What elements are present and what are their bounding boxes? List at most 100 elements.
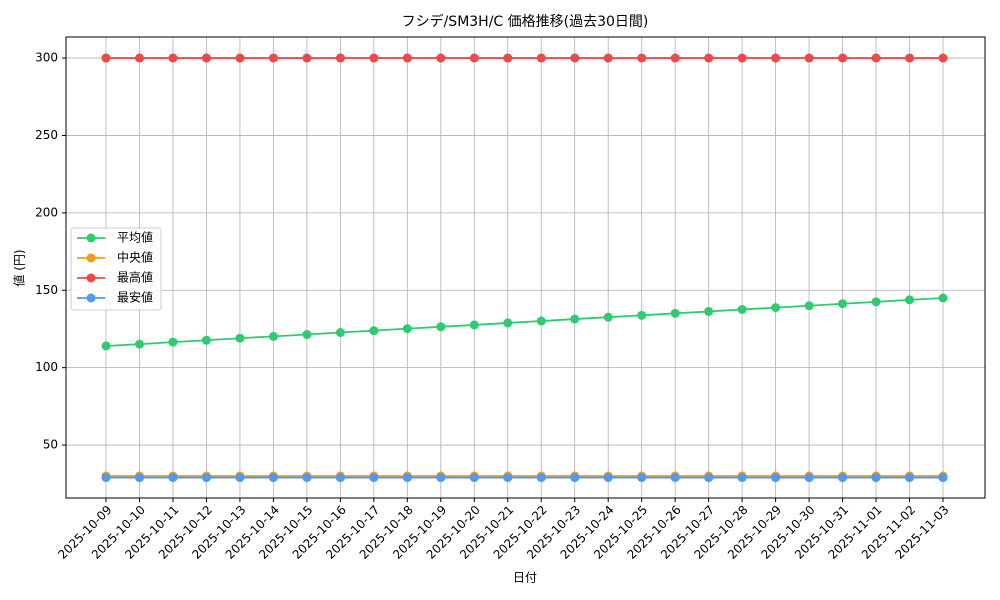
point xyxy=(804,473,814,483)
point xyxy=(168,473,178,483)
point xyxy=(436,322,446,332)
point xyxy=(838,299,848,309)
y-tick-label: 100 xyxy=(35,360,58,374)
point xyxy=(168,337,178,347)
point xyxy=(436,473,446,483)
point xyxy=(771,53,781,63)
point xyxy=(235,473,245,483)
point xyxy=(469,320,479,330)
point xyxy=(804,301,814,311)
y-tick-label: 300 xyxy=(35,51,58,65)
point xyxy=(268,473,278,483)
point xyxy=(302,473,312,483)
point xyxy=(168,53,178,63)
point xyxy=(838,53,848,63)
y-tick-label: 50 xyxy=(43,438,58,452)
point xyxy=(670,308,680,318)
legend-label: 中央値 xyxy=(117,250,153,265)
point xyxy=(268,331,278,341)
point xyxy=(737,473,747,483)
point xyxy=(570,314,580,324)
point xyxy=(134,473,144,483)
y-tick-label: 150 xyxy=(35,283,58,297)
point xyxy=(469,473,479,483)
y-tick-label: 200 xyxy=(35,205,58,219)
point xyxy=(771,303,781,313)
point xyxy=(737,53,747,63)
point xyxy=(536,316,546,326)
point xyxy=(771,473,781,483)
legend-marker xyxy=(86,253,96,263)
point xyxy=(134,53,144,63)
legend-label: 最高値 xyxy=(117,270,153,285)
legend-marker xyxy=(86,233,96,243)
point xyxy=(369,53,379,63)
point xyxy=(838,473,848,483)
point xyxy=(201,473,211,483)
chart-title: フシデ/SM3H/C 価格推移(過去30日間) xyxy=(402,13,649,30)
x-axis-label: 日付 xyxy=(513,571,537,585)
point xyxy=(134,339,144,349)
point xyxy=(201,53,211,63)
point xyxy=(570,53,580,63)
legend-marker xyxy=(86,273,96,283)
point xyxy=(570,473,580,483)
point xyxy=(804,53,814,63)
point xyxy=(938,53,948,63)
point xyxy=(335,53,345,63)
point xyxy=(938,473,948,483)
point xyxy=(369,326,379,336)
legend-label: 平均値 xyxy=(117,230,153,245)
point xyxy=(235,53,245,63)
point xyxy=(503,318,513,328)
point xyxy=(704,306,714,316)
point xyxy=(201,335,211,345)
legend-label: 最安値 xyxy=(117,290,153,305)
point xyxy=(335,328,345,338)
point xyxy=(402,324,412,334)
point xyxy=(302,330,312,340)
legend-marker xyxy=(86,293,96,303)
point xyxy=(938,293,948,303)
point xyxy=(436,53,446,63)
point xyxy=(603,312,613,322)
point xyxy=(101,53,111,63)
point xyxy=(871,53,881,63)
point xyxy=(268,53,278,63)
point xyxy=(302,53,312,63)
legend-box xyxy=(70,227,162,311)
point xyxy=(335,473,345,483)
point xyxy=(737,304,747,314)
point xyxy=(670,473,680,483)
point xyxy=(503,53,513,63)
point xyxy=(369,473,379,483)
point xyxy=(235,333,245,343)
point xyxy=(101,341,111,351)
point xyxy=(637,53,647,63)
point xyxy=(503,473,513,483)
point xyxy=(603,473,613,483)
point xyxy=(101,473,111,483)
point xyxy=(905,53,915,63)
point xyxy=(871,473,881,483)
y-tick-label: 250 xyxy=(35,128,58,142)
point xyxy=(603,53,613,63)
point xyxy=(402,53,412,63)
point xyxy=(670,53,680,63)
point xyxy=(905,295,915,305)
point xyxy=(637,310,647,320)
point xyxy=(704,473,714,483)
point xyxy=(536,473,546,483)
point xyxy=(704,53,714,63)
point xyxy=(402,473,412,483)
point xyxy=(905,473,915,483)
point xyxy=(637,473,647,483)
series-line xyxy=(105,297,944,347)
point xyxy=(871,297,881,307)
point xyxy=(536,53,546,63)
point xyxy=(469,53,479,63)
y-axis-label: 値 (円) xyxy=(12,249,27,286)
plot-frame xyxy=(65,36,986,499)
